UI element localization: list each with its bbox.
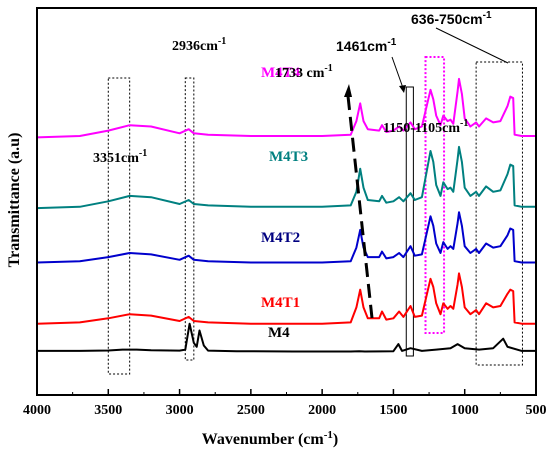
highlight-regions (107, 56, 523, 375)
x-tick-label: 500 (526, 403, 547, 418)
pointer-636-750 (435, 27, 509, 64)
series-label-m4t3: M4T3 (269, 149, 308, 165)
region-box-636-750 (475, 61, 523, 366)
series-line-m4t4 (36, 77, 536, 139)
annotation-1461: 1461cm-1 (336, 37, 397, 54)
series-line-m4 (37, 322, 536, 353)
x-tick-label: 4000 (23, 403, 51, 418)
x-tick-label: 1000 (451, 403, 479, 418)
series-label-m4t1: M4T1 (261, 295, 300, 311)
annotation-1733: 1733 cm-1 (275, 63, 333, 81)
series-label-m4t2: M4T2 (261, 230, 300, 246)
series-label-m4: M4 (268, 325, 290, 341)
x-tick-label: 3500 (94, 403, 122, 418)
pointer-1461 (391, 56, 404, 89)
series-line-m4t1 (36, 272, 536, 325)
region-box-1461 (405, 86, 414, 357)
annotation-3351: 3351cm-1 (93, 148, 147, 166)
region-box-3351 (107, 77, 131, 375)
series-line-m4t2 (36, 211, 536, 264)
y-axis-title: Transmittance (a.u) (6, 133, 23, 268)
x-axis-tick-labels: 4000 3500 3000 2500 2000 1500 1000 500 (23, 403, 547, 418)
x-axis-ticks (36, 389, 537, 395)
pointer-1461-head (399, 85, 406, 93)
spectra-lines (36, 77, 536, 353)
shift-dashed-line (346, 95, 374, 319)
annotation-arrows (344, 27, 509, 319)
annotation-636-750: 636-750cm-1 (411, 10, 492, 27)
x-tick-label: 2000 (308, 403, 336, 418)
series-label-m4t4: M4T4 (261, 65, 301, 81)
x-tick-label: 2500 (237, 403, 265, 418)
annotation-1150-1105: 1150-1105cm-1 (383, 118, 468, 136)
x-tick-label: 3000 (166, 403, 194, 418)
region-box-1150 (424, 56, 446, 334)
annotation-2936: 2936cm-1 (172, 36, 226, 54)
x-axis-title: Wavenumber (cm-1) (202, 429, 338, 448)
series-line-m4t3 (36, 145, 536, 210)
region-box-2936 (184, 77, 195, 361)
shift-arrow-head (344, 84, 352, 97)
x-tick-label: 1500 (379, 403, 407, 418)
